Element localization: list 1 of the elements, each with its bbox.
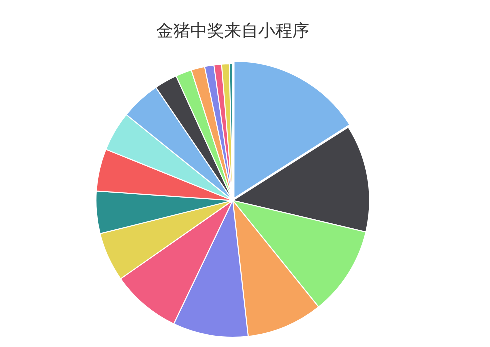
chart-title: 金猪中奖来自小程序	[156, 22, 310, 42]
